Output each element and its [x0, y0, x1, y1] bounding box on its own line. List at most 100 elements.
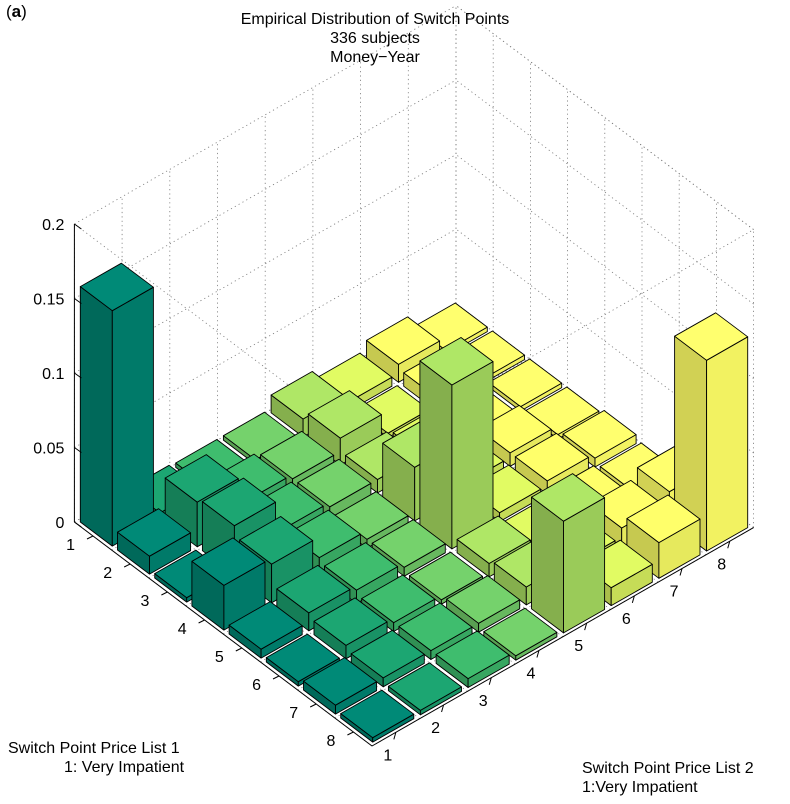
z-tick-mark [74, 298, 82, 304]
bar-top-face [488, 358, 563, 408]
list1-tick-label: 5 [215, 649, 224, 666]
bar-top-face [456, 515, 531, 564]
z-tick-label: 0.2 [42, 217, 64, 234]
bar-list1-7-list2-1 [303, 657, 378, 715]
bar-top-face [626, 494, 701, 544]
z-tick-label: 0.05 [33, 441, 64, 458]
list1-tick-label: 6 [252, 677, 261, 694]
box-edge-line [455, 5, 754, 230]
wall-grid-line [74, 5, 457, 225]
bar-top-face [260, 430, 335, 480]
chart-subtitle-condition: Money−Year [330, 49, 420, 66]
bar-top-face [514, 432, 589, 482]
list1-tick-mark [272, 675, 280, 680]
bar-top-face [228, 601, 303, 650]
bar-list1-1-list2-1 [79, 262, 154, 547]
box-edge-line [371, 229, 754, 449]
list1-tick-mark [198, 619, 205, 624]
list1-axis-title: Switch Point Price List 1 [8, 740, 180, 757]
list2-tick-label: 1 [383, 747, 392, 764]
list2-tick-mark [727, 541, 731, 549]
bar-list1-2-list2-1 [117, 508, 192, 575]
list2-axis-line [371, 527, 754, 747]
bar-top-face [303, 657, 378, 706]
list1-tick-mark [309, 703, 317, 708]
bar-top-face [191, 537, 266, 586]
panel-label: (a) [6, 2, 27, 21]
bar-top-face [435, 630, 510, 680]
bar-top-face [265, 633, 340, 683]
list2-tick-label: 4 [526, 665, 535, 682]
list1-tick-label: 2 [103, 565, 112, 582]
list2-tick-mark [488, 677, 492, 685]
bar-front-face [451, 361, 494, 550]
bar-top-face [408, 551, 483, 601]
list1-tick-label: 4 [178, 621, 187, 638]
bar-list1-8-list2-1 [340, 689, 415, 743]
list2-tick-mark [679, 568, 683, 576]
bar-front-face [111, 286, 154, 547]
list2-tick-mark [441, 704, 445, 713]
bar-list1-8-list2-2 [387, 662, 462, 716]
list2-axis-label: Switch Point Price List 2 1:Very Impatie… [582, 759, 754, 797]
bar-top-face [276, 564, 351, 614]
list1-tick-mark [347, 731, 354, 736]
bar-list1-8-list2-4 [483, 607, 558, 661]
list2-tick-mark [631, 595, 635, 603]
bar-top-face [297, 458, 372, 508]
bar-layer [79, 262, 749, 743]
list1-tick-label: 8 [326, 733, 335, 750]
list2-tick-mark [393, 732, 397, 740]
bar-top-face [350, 629, 425, 679]
bar-top-face [361, 574, 436, 624]
list2-tick-label: 6 [622, 611, 631, 628]
wall-grid-line [74, 154, 457, 374]
bar-list1-8-list2-8 [674, 312, 749, 552]
z-tick-mark [74, 447, 82, 453]
bar-top-face [387, 662, 462, 711]
bar-list1-5-list2-5 [419, 337, 494, 550]
bar-top-face [239, 516, 314, 565]
bar-list1-8-list2-3 [435, 630, 510, 688]
bar-list1-8-list2-5 [531, 473, 606, 634]
wall-grid-line [74, 228, 457, 448]
z-tick-mark [74, 223, 82, 230]
z-tick-label: 0.15 [33, 292, 64, 309]
bar-top-face [446, 575, 521, 624]
z-tick-label: 0 [55, 515, 64, 532]
list1-tick-label: 7 [289, 705, 298, 722]
bar-list1-5-list2-1 [228, 601, 303, 659]
bar-side-face [419, 360, 453, 550]
list1-tick-mark [161, 591, 168, 596]
wall-grid-line [74, 79, 457, 299]
bar-list1-1-list2-7 [366, 316, 441, 383]
list2-tick-mark [584, 623, 588, 631]
bar-top-face [324, 542, 399, 591]
bar-top-face [307, 390, 382, 439]
bar-top-face [398, 602, 473, 652]
list2-axis-note: 1:Very Impatient [582, 779, 698, 796]
bar-top-face [674, 312, 749, 361]
list2-tick-label: 8 [717, 556, 726, 573]
z-tick-mark [74, 372, 82, 379]
bar-side-face [79, 286, 113, 547]
panel-label-letter: a [11, 2, 22, 21]
bar-top-face [531, 473, 606, 522]
list1-axis-note: 1: Very Impatient [64, 759, 185, 776]
bar-top-face [483, 607, 558, 657]
list2-tick-label: 3 [479, 693, 488, 710]
list1-tick-mark [235, 647, 243, 652]
list2-tick-label: 7 [670, 584, 679, 601]
chart-title: Empirical Distribution of Switch Points [240, 11, 510, 28]
bar-top-face [366, 316, 441, 365]
tick-layer: 0 0.05 0.1 0.15 0.2 1 2 3 4 5 6 7 8 1 2 3 4 5 6 7 8 [33, 217, 731, 764]
list1-tick-mark [86, 535, 94, 540]
list1-axis-line [74, 521, 373, 747]
chart-subtitle-subjects: 336 subjects [330, 30, 420, 47]
bar-top-face [117, 508, 192, 557]
z-tick-label: 0.1 [42, 366, 64, 383]
wall-grid-line [455, 79, 754, 305]
list1-tick-label: 3 [140, 593, 149, 610]
bar-top-face [313, 597, 388, 646]
bar-top-face [79, 262, 154, 312]
